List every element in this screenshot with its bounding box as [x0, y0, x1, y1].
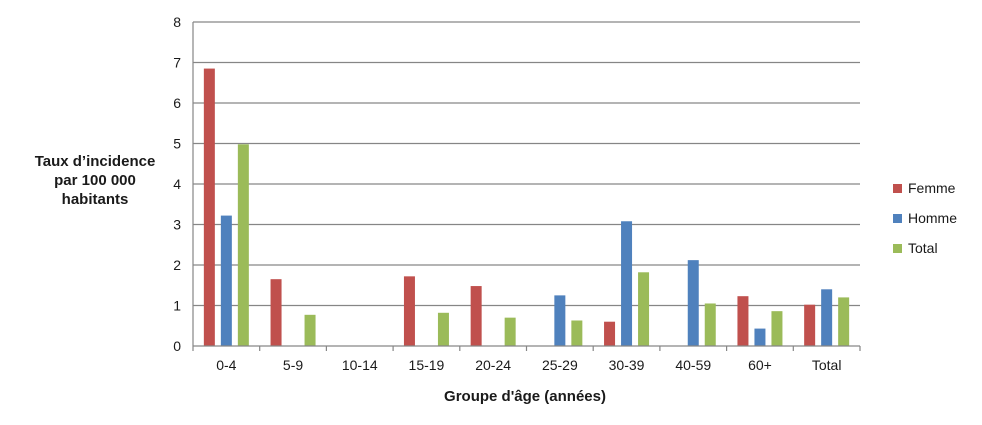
bar-femme-30-39 [604, 321, 616, 346]
bar-femme-20-24 [470, 286, 482, 346]
bar-homme-0-4 [220, 215, 232, 346]
bar-total-60+ [771, 311, 783, 346]
legend-label: Total [908, 240, 938, 256]
bar-homme-60+ [754, 328, 766, 346]
y-tick-label: 2 [173, 257, 181, 273]
x-tick-label: Total [812, 357, 842, 373]
bar-total-30-39 [638, 272, 650, 346]
y-tick-label: 6 [173, 95, 181, 111]
bar-total-0-4 [237, 144, 249, 346]
bar-femme-15-19 [403, 276, 415, 346]
y-tick-label: 3 [173, 217, 181, 233]
y-tick-label: 8 [173, 14, 181, 30]
x-tick-labels: 0-4 5-9 10-14 15-19 20-24 25-29 30-39 40-59 60+ T… [216, 357, 841, 373]
legend-item-homme: Homme [893, 203, 957, 233]
bar-total-40-59 [704, 303, 716, 346]
bar-homme-30-39 [621, 221, 633, 346]
y-tick-label: 1 [173, 298, 181, 314]
legend-swatch [893, 213, 902, 223]
y-axis-title-line: par 100 000 [54, 172, 136, 189]
y-axis-title-line: habitants [61, 191, 129, 208]
x-tick-label: 60+ [748, 357, 772, 373]
legend: Femme Homme Total [893, 173, 957, 263]
bar-total-Total [838, 297, 850, 346]
bar-femme-0-4 [203, 68, 215, 346]
x-tick-label: 25-29 [542, 357, 578, 373]
x-tick-label: 0-4 [216, 357, 236, 373]
x-tick-label: 15-19 [409, 357, 445, 373]
legend-item-femme: Femme [893, 173, 957, 203]
y-tick-label: 7 [173, 55, 181, 71]
bar-total-15-19 [437, 312, 449, 346]
bar-femme-60+ [737, 296, 749, 346]
bar-total-5-9 [304, 314, 316, 346]
bar-femme-Total [804, 304, 816, 346]
bar-homme-40-59 [687, 260, 699, 346]
y-axis-title-line: Taux d’incidence [34, 153, 156, 170]
legend-item-total: Total [893, 233, 957, 263]
legend-swatch [893, 183, 902, 193]
x-tick-label: 10-14 [342, 357, 378, 373]
y-tick-label: 0 [173, 338, 181, 354]
bar-homme-Total [821, 289, 833, 346]
bars [203, 68, 850, 346]
legend-label: Homme [908, 210, 958, 226]
x-tick-label: 20-24 [475, 357, 511, 373]
x-tick-label: 40-59 [675, 357, 711, 373]
bar-homme-25-29 [554, 295, 566, 346]
gridlines [193, 21, 860, 307]
y-tick-label: 4 [173, 176, 181, 192]
axes [192, 22, 861, 351]
bar-femme-5-9 [270, 279, 282, 346]
y-axis-title: Taux d’incidence par 100 000 habitants [20, 152, 170, 209]
y-tick-label: 5 [173, 136, 181, 152]
legend-label: Femme [908, 180, 956, 196]
x-axis-title: Groupe d'âge (années) [444, 388, 606, 405]
bar-total-25-29 [571, 320, 583, 346]
y-tick-labels: 0 1 2 3 4 5 6 7 8 [173, 14, 181, 354]
bar-total-20-24 [504, 317, 516, 346]
x-tick-label: 30-39 [609, 357, 645, 373]
legend-swatch [893, 243, 902, 253]
x-tick-label: 5-9 [283, 357, 303, 373]
